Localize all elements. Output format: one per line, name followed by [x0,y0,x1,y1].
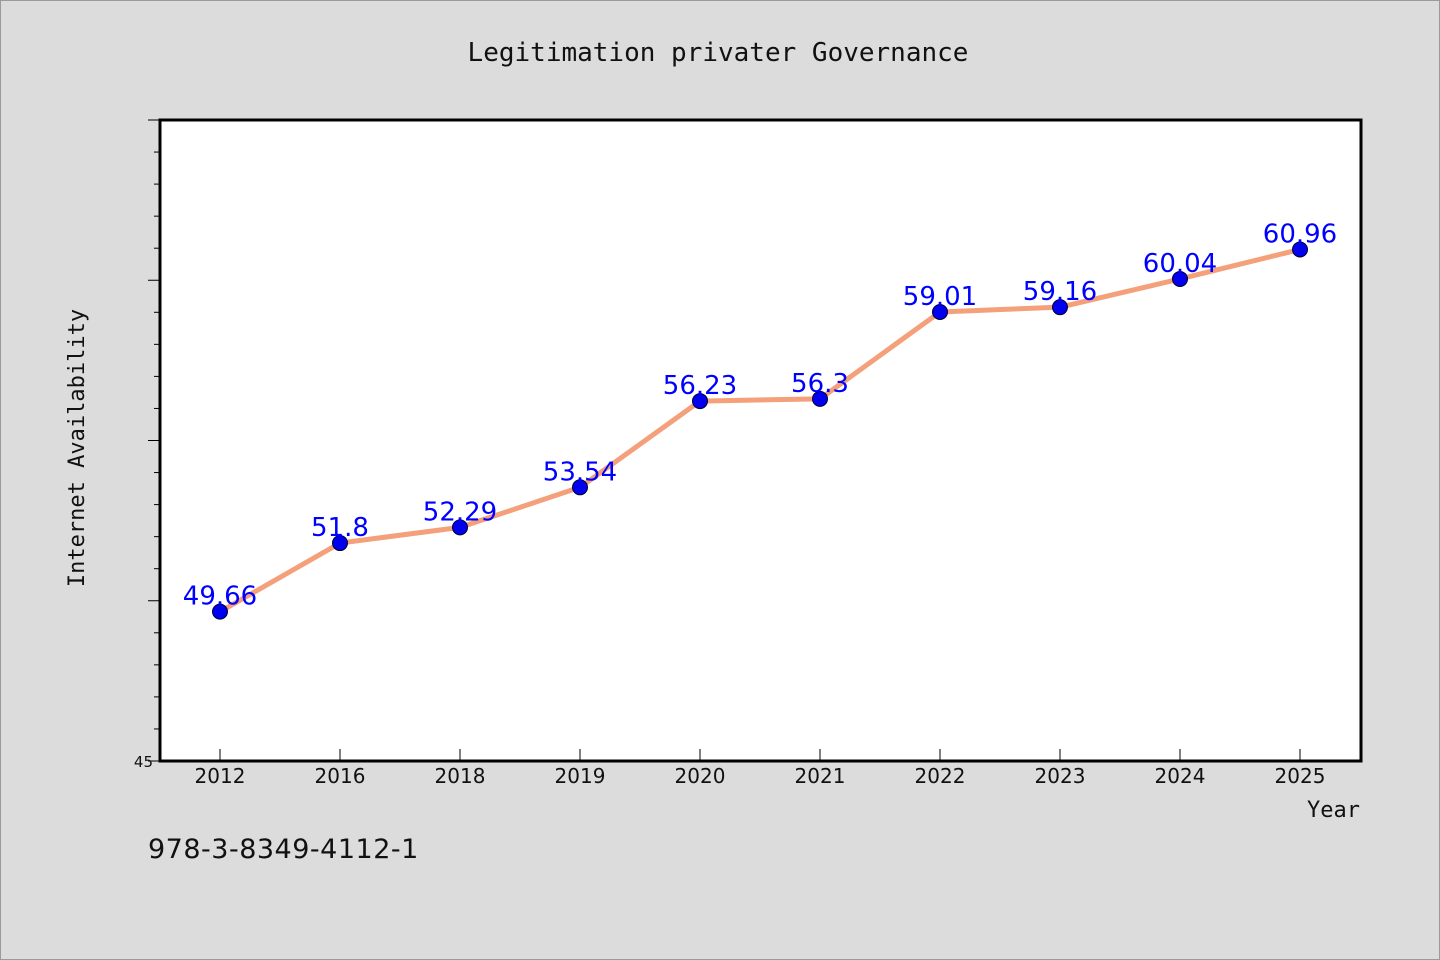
x-tick-label: 2025 [1275,764,1326,788]
isbn-text: 978-3-8349-4112-1 [148,834,419,865]
series-line [217,246,1303,615]
y-axis-label: Internet Availability [65,309,90,587]
data-labels: 49.66 51.8 52.29 53.54 56.23 56.3 59.01 59.16 60… [183,219,1337,611]
x-tick-label: 2012 [195,764,246,788]
x-tick-label: 2021 [795,764,846,788]
x-tick-label: 2023 [1035,764,1086,788]
data-label: 56.3 [791,369,849,399]
y-tick-label: 45 [134,753,153,771]
data-point [812,390,828,407]
plot-area [160,120,1361,761]
y-axis-ticks [148,119,160,762]
chart-title: Legitimation privater Governance [468,38,969,68]
data-label: 56.23 [663,371,737,401]
x-tick-label: 2018 [435,764,486,788]
data-point [332,535,348,552]
data-label: 60.96 [1263,219,1337,249]
plot-border [158,118,1363,763]
data-label: 60.04 [1143,249,1217,279]
data-label: 53.54 [543,457,617,487]
data-point [1172,270,1188,287]
x-axis-ticks [219,749,1301,761]
data-point [692,393,708,410]
y-axis-tick-labels: 45 [134,753,153,771]
data-label: 51.8 [311,513,369,543]
x-tick-label: 2016 [315,764,366,788]
x-tick-label: 2019 [555,764,606,788]
data-point [932,303,948,320]
data-point [572,479,588,496]
data-label: 49.66 [183,582,257,612]
data-label: 52.29 [423,497,497,527]
series-lines [217,246,1303,615]
series-markers [212,241,1308,620]
data-point [452,519,468,536]
data-point [1292,241,1308,258]
data-label: 59.01 [903,282,977,312]
x-tick-label: 2020 [675,764,726,788]
x-tick-label: 2024 [1155,764,1206,788]
x-tick-label: 2022 [915,764,966,788]
x-axis-label: Year [1307,798,1360,823]
data-point [1052,299,1068,316]
data-label: 59.16 [1023,277,1097,307]
x-axis-tick-labels: 2012 2016 2018 2019 2020 2021 2022 2023 2024 2025 [195,764,1326,788]
data-point [212,603,228,620]
